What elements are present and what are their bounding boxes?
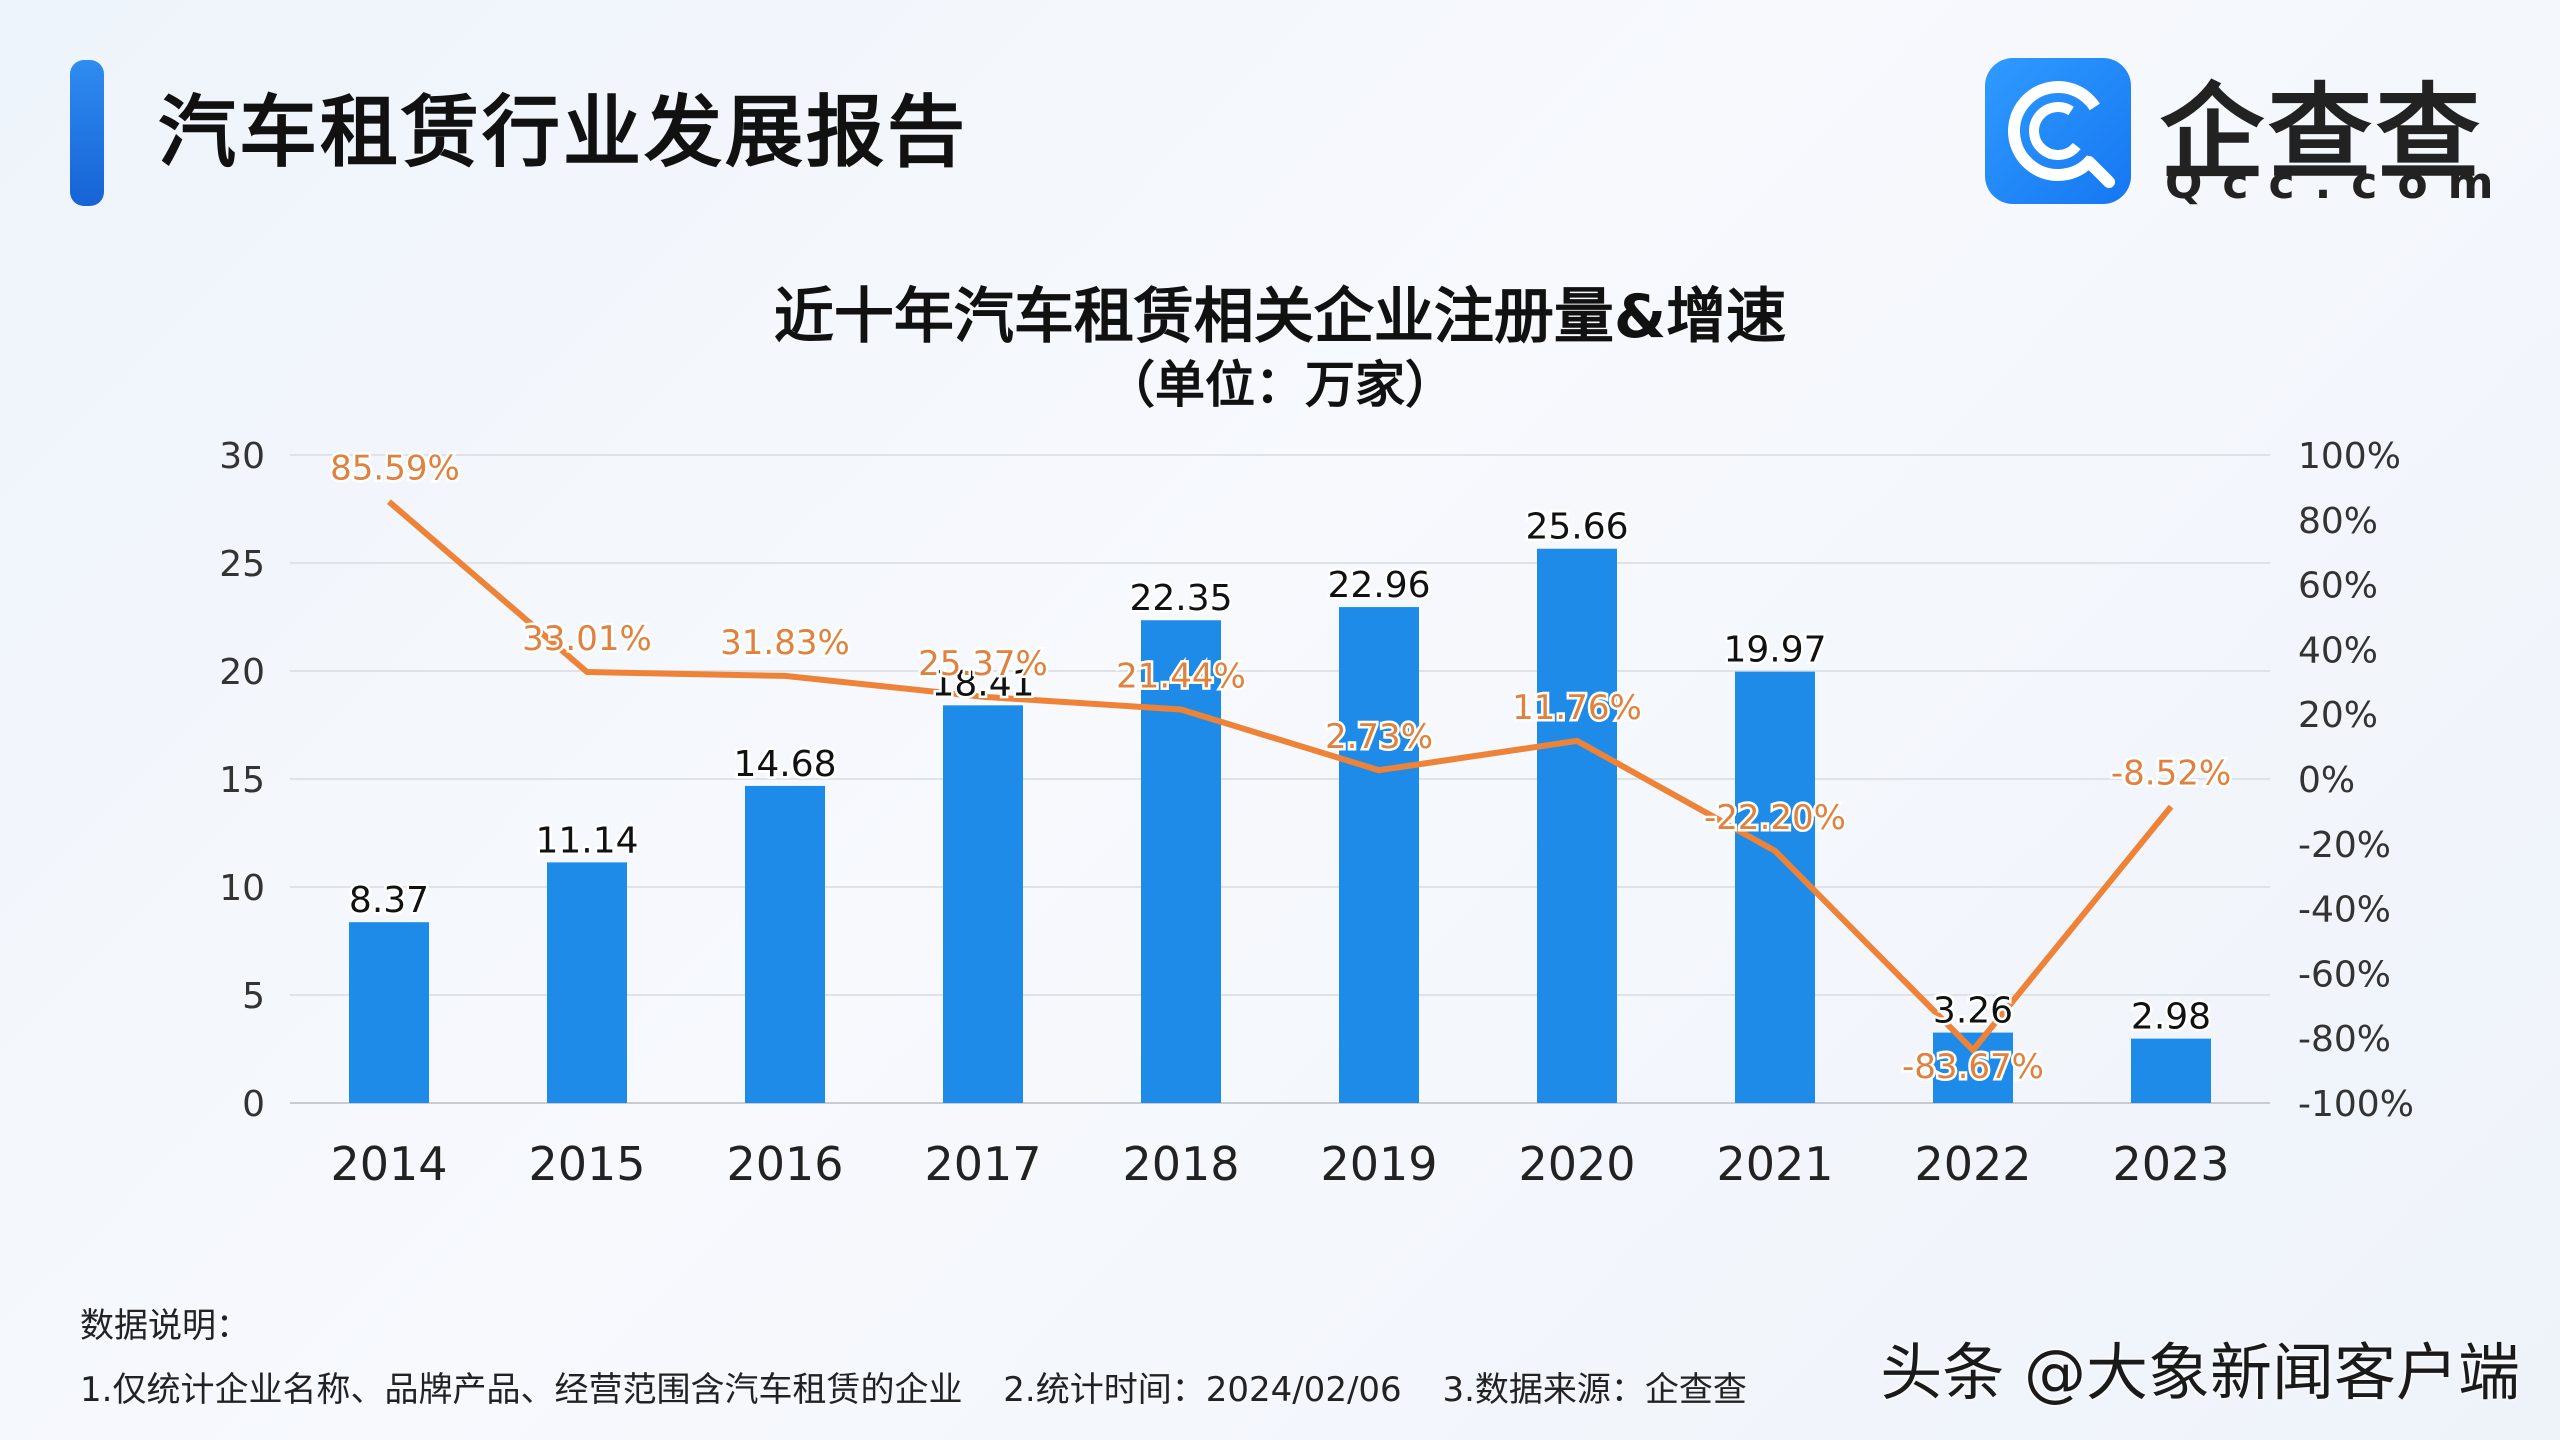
y-right-tick-label: 80% [2298,501,2378,542]
note-item: 1.仅统计企业名称、品牌产品、经营范围含汽车租赁的企业 [80,1370,963,1410]
bar [1141,620,1221,1103]
title-accent-bar [70,60,104,206]
x-tick-label: 2015 [528,1137,645,1191]
bar-value-label: 22.35 [1129,578,1232,619]
bar [1339,607,1419,1103]
notes-line: 1.仅统计企业名称、品牌产品、经营范围含汽车租赁的企业 2.统计时间：2024/… [80,1362,1777,1411]
note-item: 3.数据来源：企查查 [1442,1370,1747,1410]
note-item: 2.统计时间：2024/02/06 [1003,1370,1402,1410]
line-value-label: 25.37% [918,644,1048,684]
y-left-tick-label: 15 [219,760,265,801]
x-tick-label: 2022 [1914,1137,2031,1191]
bar-value-label: 18.41 [931,663,1034,704]
bar-value-label: 25.66 [1525,507,1628,548]
y-right-tick-label: 60% [2298,566,2378,607]
bar-value-label: 22.96 [1327,565,1430,606]
y-right-tick-label: 20% [2298,695,2378,736]
line-value-label: -83.67% [1902,1047,2044,1087]
y-left-tick-label: 5 [242,976,265,1017]
bar [1735,671,1815,1103]
bar [349,922,429,1103]
x-tick-label: 2021 [1716,1137,1833,1191]
line-value-label: -8.52% [2111,754,2231,794]
x-tick-label: 2017 [924,1137,1041,1191]
report-title: 汽车租赁行业发展报告 [158,88,969,178]
x-tick-label: 2019 [1320,1137,1437,1191]
y-right-tick-label: 100% [2298,436,2401,477]
y-left-tick-label: 20 [219,652,265,693]
y-left-tick-label: 25 [219,544,265,585]
line-value-label: 11.76% [1512,688,1642,728]
line-value-label: 31.83% [720,623,850,663]
bar [2131,1038,2211,1103]
y-right-tick-label: -80% [2298,1019,2391,1060]
y-right-tick-label: -100% [2298,1084,2414,1125]
line-value-label: 33.01% [522,619,652,659]
line-value-label: 2.73% [1325,717,1433,757]
notes-heading: 数据说明： [80,1306,250,1346]
watermark: 头条 @大象新闻客户端 [1880,1336,2520,1409]
x-tick-label: 2020 [1518,1137,1635,1191]
y-right-tick-label: 0% [2298,760,2355,801]
bar [745,785,825,1103]
logo-name: 企查查 [2160,72,2485,194]
line-value-label: 85.59% [330,449,460,489]
y-right-tick-label: 40% [2298,630,2378,671]
bar [547,862,627,1103]
logo-domain: Qcc.com [2165,158,2514,209]
bar-value-label: 19.97 [1723,630,1826,671]
bar [943,705,1023,1103]
y-right-tick-label: -40% [2298,890,2391,931]
growth-line [387,499,2174,1054]
bar-value-label: 8.37 [349,880,429,921]
x-tick-label: 2018 [1122,1137,1239,1191]
y-right-tick-label: -20% [2298,825,2391,866]
line-value-label: 21.44% [1116,657,1246,697]
line-value-label: -22.20% [1704,798,1846,838]
y-left-tick-label: 0 [242,1084,265,1125]
y-right-tick-label: -60% [2298,954,2391,995]
x-tick-label: 2014 [330,1137,447,1191]
y-left-tick-label: 30 [219,436,265,477]
bar-value-label: 2.98 [2131,997,2211,1038]
bar-value-label: 11.14 [535,820,638,861]
qcc-logo: 企查查 Qcc.com [1985,58,2545,209]
chart-title: 近十年汽车租赁相关企业注册量&增速 [773,282,1787,352]
bar [1933,1032,2013,1103]
bar-value-label: 14.68 [733,744,836,785]
x-tick-label: 2023 [2112,1137,2229,1191]
qcc-logo-icon [1985,58,2131,204]
bar-value-label: 3.26 [1933,991,2013,1032]
bar [1537,548,1617,1103]
chart-subtitle: （单位：万家） [1105,356,1455,414]
x-tick-label: 2016 [726,1137,843,1191]
y-left-tick-label: 10 [219,868,265,909]
